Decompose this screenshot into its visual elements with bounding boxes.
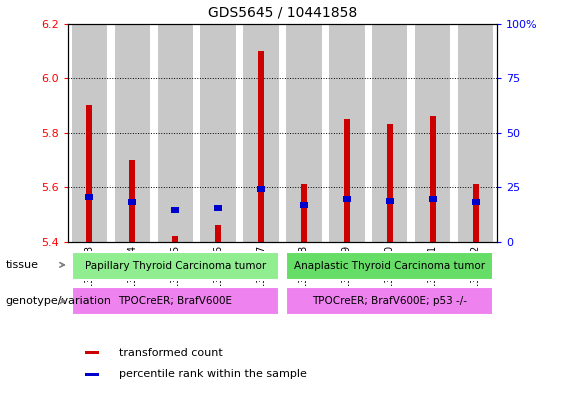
Title: GDS5645 / 10441858: GDS5645 / 10441858 xyxy=(208,6,357,20)
Bar xyxy=(85,351,99,354)
Bar xyxy=(86,105,93,242)
Bar xyxy=(286,252,493,280)
Bar xyxy=(329,24,364,242)
Bar xyxy=(301,184,307,242)
Bar xyxy=(171,208,179,213)
Bar xyxy=(85,194,93,200)
Text: tissue: tissue xyxy=(6,260,38,270)
Bar xyxy=(244,24,279,242)
Bar xyxy=(214,205,222,211)
Text: percentile rank within the sample: percentile rank within the sample xyxy=(119,369,307,379)
Bar xyxy=(215,225,221,242)
Bar xyxy=(172,236,179,242)
Text: TPOCreER; BrafV600E; p53 -/-: TPOCreER; BrafV600E; p53 -/- xyxy=(312,296,467,306)
Bar xyxy=(201,24,236,242)
Bar xyxy=(344,119,350,242)
Bar xyxy=(472,199,480,205)
Text: genotype/variation: genotype/variation xyxy=(6,296,112,306)
Bar xyxy=(472,184,479,242)
Bar xyxy=(85,373,99,376)
Bar xyxy=(415,24,450,242)
Text: Anaplastic Thyroid Carcinoma tumor: Anaplastic Thyroid Carcinoma tumor xyxy=(294,261,485,271)
Bar xyxy=(128,199,136,205)
Bar xyxy=(258,51,264,242)
Bar xyxy=(72,252,279,280)
Bar xyxy=(115,24,150,242)
Text: Papillary Thyroid Carcinoma tumor: Papillary Thyroid Carcinoma tumor xyxy=(85,261,266,271)
Bar xyxy=(300,202,308,208)
Bar xyxy=(286,287,493,315)
Bar xyxy=(158,24,193,242)
Bar xyxy=(429,196,437,202)
Bar xyxy=(386,125,393,242)
Bar xyxy=(429,116,436,242)
Bar xyxy=(257,185,265,191)
Text: transformed count: transformed count xyxy=(119,348,223,358)
Bar xyxy=(343,196,351,202)
Bar xyxy=(129,160,136,242)
Bar xyxy=(72,24,107,242)
Text: TPOCreER; BrafV600E: TPOCreER; BrafV600E xyxy=(118,296,232,306)
Bar xyxy=(386,198,394,204)
Bar xyxy=(286,24,321,242)
Bar xyxy=(72,287,279,315)
Bar xyxy=(372,24,407,242)
Bar xyxy=(458,24,493,242)
